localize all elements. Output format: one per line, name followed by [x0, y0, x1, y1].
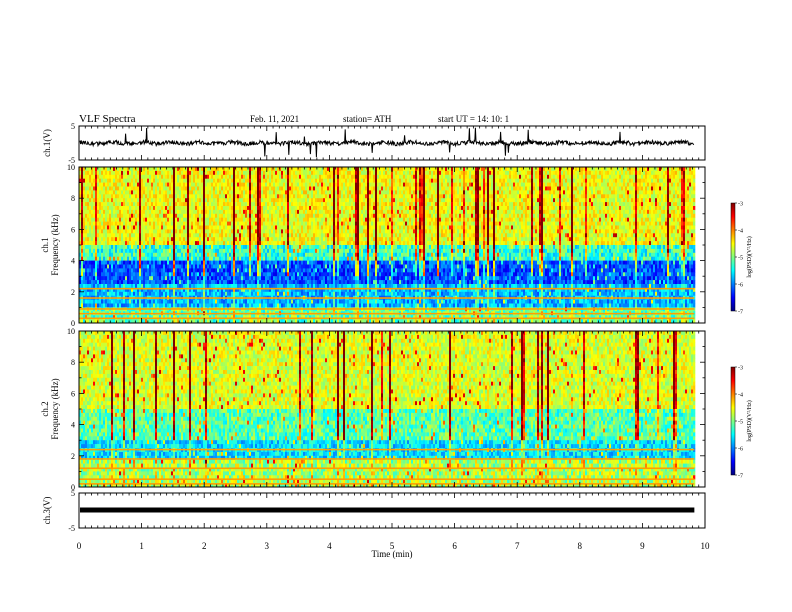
x-axis: 0 1 2 3 4 5 6 7 8 9 10 Time (min) [77, 541, 710, 559]
y-axis-channel-label: ch.2 [40, 401, 50, 416]
y-tick-label: 2 [71, 288, 75, 297]
x-tick-label: 7 [515, 541, 520, 551]
start-time-label: start UT = 14: 10: 1 [438, 114, 509, 124]
colorbar-tick-label: -5 [738, 256, 743, 262]
x-tick-label: 9 [640, 541, 645, 551]
station-label: station= ATH [343, 114, 391, 124]
y-axis-label: Frequency (kHz) [50, 378, 60, 439]
y-tick-label: 5 [71, 489, 75, 498]
colorbar-tick-label: -5 [738, 420, 743, 426]
colorbar-tick-label: -4 [738, 393, 743, 399]
x-tick-label: 3 [265, 541, 270, 551]
colorbar-tick-label: -6 [738, 283, 743, 289]
waveform-trace [80, 507, 695, 513]
x-tick-label: 2 [202, 541, 207, 551]
colorbar-label: log(PSD)(V²/Hz) [746, 400, 753, 441]
x-tick-label: 4 [327, 541, 332, 551]
panel-3 [78, 330, 706, 488]
x-axis-label: Time (min) [372, 549, 413, 559]
y-tick-label: 10 [67, 163, 75, 172]
y-tick-label: 8 [71, 194, 75, 203]
y-tick-label: 8 [71, 358, 75, 367]
colorbar: -3 -4 -5 -6 -7 log(PSD)(V²/Hz) [730, 366, 753, 480]
x-tick-label: 6 [452, 541, 457, 551]
date-label: Feb. 11, 2021 [250, 114, 299, 124]
y-tick-label: 4 [71, 257, 75, 266]
colorbar-tick-label: -3 [738, 366, 743, 372]
colorbar-tick-label: -3 [738, 202, 743, 208]
y-tick-label: 5 [71, 122, 75, 131]
x-tick-label: 0 [77, 541, 82, 551]
colorbar-label: log(PSD)(V²/Hz) [746, 236, 753, 277]
x-tick-label: 5 [390, 541, 395, 551]
y-tick-label: 0 [71, 483, 75, 492]
y-axis-label: Frequency (kHz) [50, 214, 60, 275]
spectrogram-2: 10 8 6 4 2 0 ch.2 Frequency (kHz) -3 -4 -5 -6 -7 log(… [40, 327, 753, 492]
waveform-trace [79, 127, 695, 158]
colorbar-tick-label: -6 [738, 447, 743, 453]
y-axis-channel-label: ch.1 [40, 237, 50, 252]
spectrogram-image [79, 331, 705, 487]
panel-2 [78, 166, 706, 324]
x-tick-label: 1 [139, 541, 144, 551]
y-tick-label: 2 [71, 452, 75, 461]
y-tick-label: -5 [68, 156, 75, 165]
colorbar-gradient [730, 202, 736, 312]
spectrogram-1: 10 8 6 4 2 0 ch.1 Frequency (kHz) -3 -4 -5 -6 -7 log(… [40, 163, 753, 328]
y-tick-label: 10 [67, 327, 75, 336]
figure-title: VLF Spectra [79, 113, 136, 125]
y-tick-label: -5 [68, 524, 75, 533]
y-tick-label: 4 [71, 421, 75, 430]
colorbar-tick-label: -7 [738, 310, 743, 316]
x-tick-label: 8 [578, 541, 583, 551]
colorbar-tick-label: -4 [738, 229, 743, 235]
y-tick-label: 6 [71, 225, 75, 234]
x-tick-label: 10 [701, 541, 711, 551]
panel-1: 5 -5 ch.1(V) [42, 122, 706, 165]
panel-4: 5 -5 ch.3(V) [42, 489, 706, 533]
y-axis-label: ch.3(V) [42, 497, 52, 525]
colorbar-gradient [730, 366, 736, 476]
y-tick-label: 6 [71, 389, 75, 398]
colorbar-tick-label: -7 [738, 474, 743, 480]
colorbar: -3 -4 -5 -6 -7 log(PSD)(V²/Hz) [730, 202, 753, 316]
y-axis-label: ch.1(V) [42, 129, 52, 157]
y-tick-label: 0 [71, 319, 75, 328]
spectrogram-image [79, 167, 705, 323]
